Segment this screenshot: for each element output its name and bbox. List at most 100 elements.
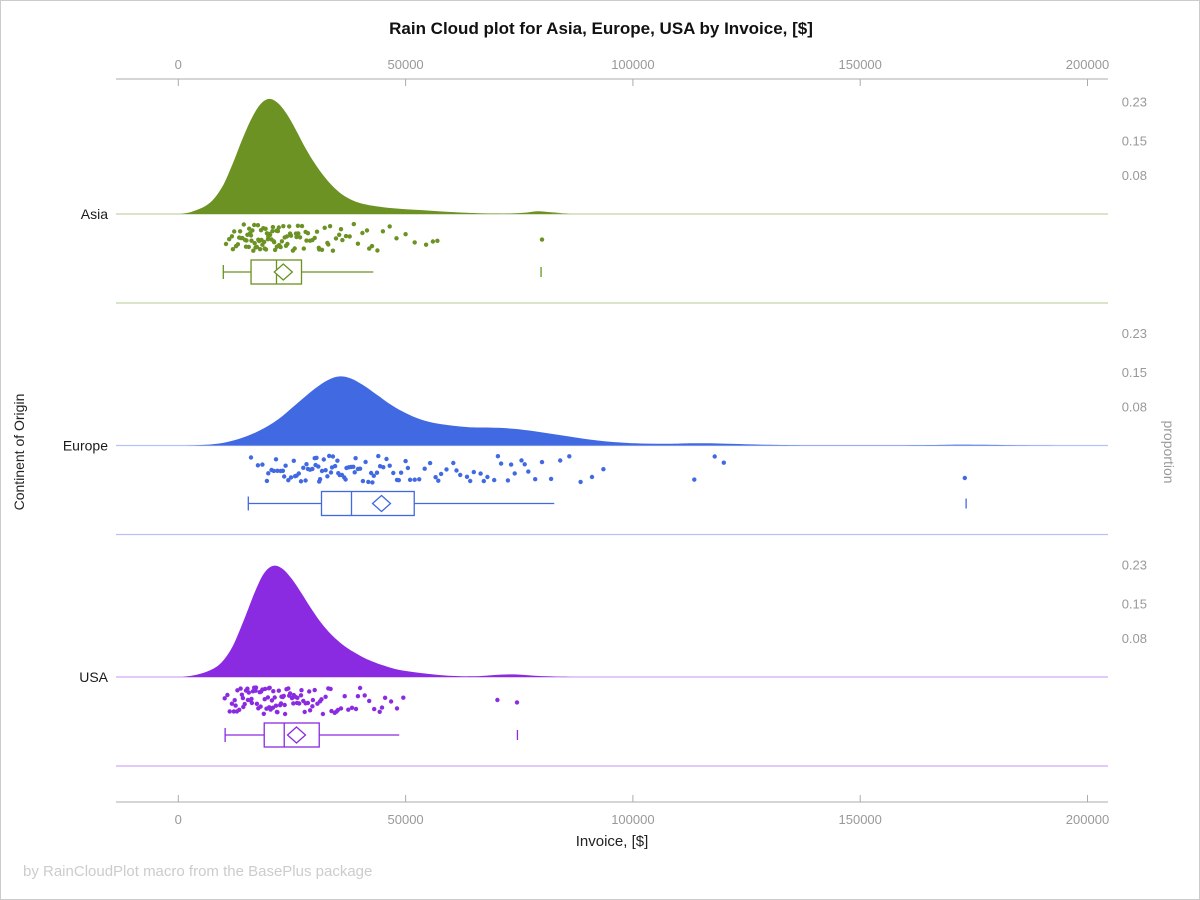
density-cloud-usa	[182, 565, 1088, 677]
rain-point-usa	[334, 709, 339, 714]
rain-point-europe	[280, 468, 286, 473]
rain-point-europe	[391, 470, 396, 476]
rain-point-europe	[427, 460, 433, 466]
rain-point-usa	[245, 686, 250, 691]
rain-point-usa	[346, 707, 351, 712]
rain-point-europe	[721, 460, 726, 465]
rain-point-asia	[256, 237, 261, 242]
rain-point-usa	[262, 686, 268, 692]
rain-point-europe	[962, 475, 967, 481]
rain-point-asia	[275, 228, 281, 234]
rain-point-asia	[312, 235, 317, 241]
category-label-europe: Europe	[63, 438, 108, 454]
rain-point-asia	[257, 247, 263, 252]
rain-point-asia	[539, 237, 545, 242]
rain-point-usa	[258, 704, 263, 709]
rain-point-usa	[298, 693, 304, 698]
rain-point-asia	[360, 230, 365, 236]
rain-point-usa	[394, 706, 400, 711]
rain-point-usa	[310, 704, 315, 709]
rain-point-europe	[266, 471, 271, 476]
rain-point-usa	[246, 690, 251, 695]
rain-point-usa	[254, 701, 260, 706]
box-usa	[263, 722, 320, 748]
rain-point-asia	[249, 238, 254, 243]
rain-point-asia	[287, 224, 292, 229]
rain-point-asia	[259, 237, 264, 243]
rain-point-usa	[382, 695, 388, 700]
density-cloud-europe	[187, 376, 1088, 446]
category-label-usa: USA	[79, 669, 108, 685]
rain-point-europe	[533, 477, 538, 482]
rain-point-usa	[276, 688, 281, 693]
rain-point-usa	[225, 692, 230, 698]
rain-point-asia	[274, 244, 280, 249]
rain-point-europe	[298, 479, 304, 484]
rain-point-asia	[272, 247, 278, 253]
density-cloud-asia	[180, 98, 1088, 215]
rain-point-europe	[301, 465, 306, 470]
rain-point-usa	[291, 701, 296, 706]
rain-point-europe	[412, 477, 417, 482]
rain-point-usa	[274, 709, 280, 715]
rain-point-europe	[374, 470, 380, 475]
rain-point-usa	[353, 706, 359, 712]
rain-point-asia	[235, 242, 241, 247]
rain-point-usa	[262, 697, 267, 702]
proportion-tick-label-asia: 0.15	[1122, 134, 1147, 149]
mean-diamond-usa	[286, 726, 307, 744]
rain-point-usa	[388, 699, 394, 704]
rain-point-asia	[314, 229, 320, 234]
rain-point-europe	[492, 477, 497, 483]
top-axis-tick-label: 50000	[388, 57, 424, 72]
rain-point-europe	[403, 458, 408, 464]
rain-point-europe	[558, 458, 563, 463]
rain-point-europe	[325, 474, 330, 479]
rain-point-asia	[338, 227, 344, 232]
rain-point-europe	[319, 468, 325, 474]
rain-point-asia	[403, 232, 408, 237]
rain-point-europe	[589, 474, 595, 480]
proportion-tick-label-usa: 0.23	[1122, 557, 1147, 572]
rain-point-europe	[296, 471, 301, 476]
rain-point-europe	[328, 470, 334, 475]
rain-point-europe	[304, 462, 309, 467]
rain-point-europe	[464, 474, 470, 479]
proportion-tick-label-asia: 0.23	[1122, 94, 1147, 109]
rain-point-europe	[505, 478, 511, 483]
rain-point-europe	[384, 456, 389, 462]
rain-point-asia	[347, 234, 352, 239]
rain-point-europe	[291, 458, 296, 463]
rain-point-usa	[514, 700, 520, 705]
top-axis-tick-label: 0	[175, 57, 182, 72]
rain-point-asia	[287, 231, 293, 236]
rain-point-asia	[244, 238, 249, 243]
rain-point-usa	[307, 689, 312, 694]
x-axis-label: Invoice, [$]	[575, 833, 649, 850]
rain-point-europe	[522, 462, 527, 467]
rain-point-europe	[327, 453, 332, 459]
rain-point-europe	[454, 468, 459, 473]
rain-point-usa	[323, 694, 328, 699]
rain-point-europe	[273, 457, 279, 462]
rain-point-europe	[451, 460, 456, 466]
rain-point-asia	[279, 239, 285, 244]
rain-point-asia	[316, 245, 321, 250]
rain-point-asia	[285, 241, 290, 247]
bottom-axis-tick-label: 150000	[839, 812, 882, 827]
rain-point-europe	[458, 472, 463, 478]
rain-point-europe	[539, 459, 545, 465]
rain-point-europe	[422, 466, 427, 471]
rain-point-europe	[526, 469, 531, 474]
rain-point-europe	[405, 465, 411, 471]
rain-point-europe	[335, 458, 340, 463]
rain-point-europe	[275, 468, 280, 473]
rain-point-asia	[230, 247, 236, 252]
rain-point-europe	[417, 477, 422, 482]
rain-point-asia	[305, 231, 311, 236]
rain-point-usa	[231, 709, 236, 714]
rain-point-asia	[237, 229, 243, 234]
rain-point-asia	[272, 240, 277, 245]
